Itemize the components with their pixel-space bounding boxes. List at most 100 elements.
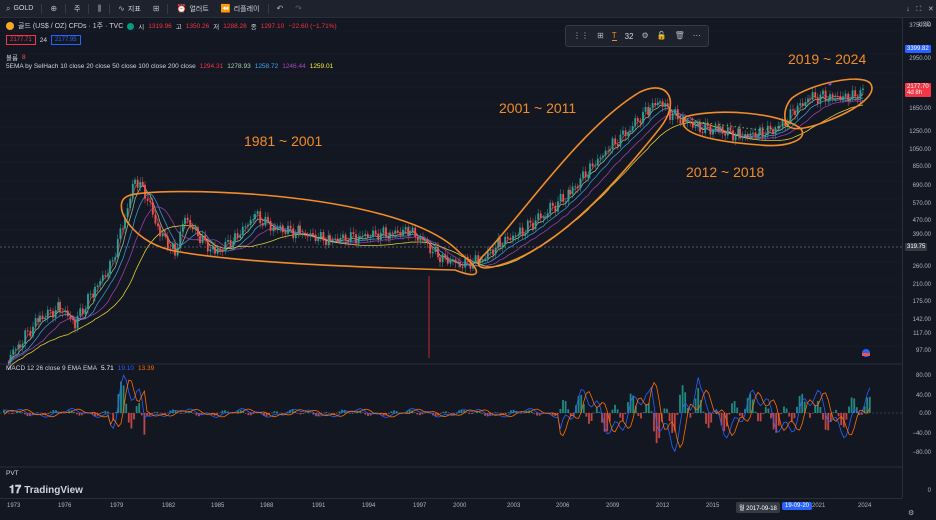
- arrow-down-icon[interactable]: ↓: [906, 6, 910, 13]
- price-chart[interactable]: [0, 18, 902, 498]
- candle-body: [759, 127, 761, 134]
- lock-icon[interactable]: 🔓: [656, 31, 667, 40]
- axis-settings[interactable]: ⚙: [908, 502, 914, 520]
- macd-bar: [484, 413, 486, 416]
- candle-body: [732, 130, 734, 141]
- pvt-legend[interactable]: PVT: [6, 470, 19, 477]
- close-icon[interactable]: ✕: [927, 6, 934, 13]
- tradingview-logo[interactable]: 𝟏𝟕 TradingView: [9, 484, 83, 497]
- candle-body: [847, 93, 850, 102]
- candle-body: [391, 232, 394, 234]
- annotation-2019-2024[interactable]: 2019 ~ 2024: [788, 51, 867, 67]
- candle-body: [344, 234, 347, 241]
- candle-body: [481, 259, 484, 261]
- interval-button[interactable]: 주: [68, 0, 86, 17]
- annotation-2012-2018[interactable]: 2012 ~ 2018: [686, 164, 765, 180]
- templates-button[interactable]: ⊞: [147, 0, 166, 17]
- candle-body: [636, 118, 639, 122]
- volume-legend[interactable]: 볼륨 8: [6, 52, 26, 63]
- candle-body: [524, 232, 527, 236]
- sema-value-1: 1294.31: [199, 63, 224, 70]
- macd-bar: [868, 396, 871, 413]
- bid-price[interactable]: 2177.71: [6, 35, 36, 45]
- macd-bar: [551, 413, 554, 416]
- candle-body: [551, 202, 554, 206]
- candle-body: [272, 227, 275, 231]
- candle-body: [129, 198, 132, 209]
- width-value[interactable]: 32: [624, 31, 634, 41]
- candle-body: [739, 128, 741, 139]
- candle-body: [591, 163, 594, 167]
- ohlc-low: 1288.28: [223, 22, 247, 30]
- time-axis[interactable]: 1973 1976 1979 1982 1985 1988 1991 1994 1997 2000…: [0, 498, 914, 517]
- annotation-2001-2011[interactable]: 2001 ~ 2011: [499, 100, 577, 116]
- macd-legend[interactable]: MACD 12 26 close 9 EMA EMA 5.71 19.10 13…: [6, 365, 154, 372]
- time-tick: 2015: [706, 503, 720, 509]
- fullscreen-icon[interactable]: ⛶: [916, 6, 922, 13]
- candle-body: [134, 179, 136, 184]
- macd-bar: [632, 395, 635, 413]
- annotation-1981-2001[interactable]: 1981 ~ 2001: [244, 133, 323, 149]
- undo-button[interactable]: ↶: [271, 0, 290, 17]
- candle-body: [834, 95, 837, 98]
- macd-bar: [744, 408, 746, 413]
- candle-body: [46, 309, 49, 319]
- macd-bar: [476, 411, 479, 413]
- time-tick: 1985: [211, 503, 225, 509]
- candle-body: [101, 275, 104, 281]
- currency-label[interactable]: USD: [918, 22, 931, 28]
- symbol-search-button[interactable]: ⌕ GOLD: [0, 0, 39, 17]
- macd-bar: [796, 406, 798, 413]
- candle-body: [842, 96, 844, 100]
- template-icon[interactable]: ⊞: [597, 31, 604, 40]
- candle-body: [671, 114, 674, 120]
- candle-body: [234, 233, 236, 242]
- replay-button[interactable]: ⏪ 리플레이: [215, 0, 266, 17]
- volume-value: 8: [21, 53, 26, 61]
- ohlc-change: −22.60 (−1.71%): [288, 22, 337, 30]
- candle-body: [94, 286, 96, 298]
- candle-body: [611, 138, 614, 150]
- ask-price[interactable]: 2177.95: [50, 35, 81, 45]
- candle-body: [116, 239, 119, 258]
- candle-body: [571, 186, 574, 195]
- alert-button[interactable]: ⏰ 얼러트: [170, 0, 214, 17]
- candle-body: [416, 236, 419, 241]
- macd-bar: [598, 411, 601, 413]
- candle-body: [512, 235, 514, 240]
- candle-body: [431, 251, 434, 254]
- drag-handle-icon[interactable]: ⋮⋮: [573, 31, 589, 40]
- macd-bar: [515, 411, 518, 413]
- trash-icon[interactable]: 🗑: [674, 31, 685, 40]
- redo-button[interactable]: ↷: [289, 0, 308, 17]
- macd-bar: [590, 413, 593, 421]
- candle-body: [734, 135, 737, 141]
- candle-body: [72, 319, 74, 321]
- candle-body: [509, 238, 512, 240]
- candle-body: [499, 238, 501, 247]
- macd-bar: [798, 395, 801, 413]
- symbol-legend[interactable]: 골드 (US$ / OZ) CFDs · 1주 · TVC 시 1319.96 …: [6, 21, 337, 31]
- macd-bar: [858, 413, 861, 416]
- candle-body: [219, 248, 222, 251]
- candle-body: [737, 128, 740, 136]
- indicators-button[interactable]: ∿ 지표: [112, 0, 147, 17]
- more-icon[interactable]: ⋯: [692, 31, 701, 40]
- macd-bar: [166, 412, 169, 414]
- ellipse-2019-2024: [784, 78, 873, 130]
- candle-body: [236, 233, 239, 238]
- text-color-icon[interactable]: T: [611, 30, 617, 41]
- time-tick: 1988: [260, 503, 274, 509]
- candle-body: [649, 107, 651, 115]
- candle-body: [654, 102, 657, 106]
- rewind-icon: ⏪: [220, 3, 231, 13]
- compare-symbol-button[interactable]: ⊕: [44, 0, 63, 17]
- candle-body: [49, 309, 52, 311]
- macd-bar: [419, 413, 421, 416]
- sema-legend[interactable]: 5EMA by SelHach 10 close 20 close 50 clo…: [6, 63, 333, 70]
- candle-body: [122, 228, 124, 230]
- macd-bar: [94, 413, 96, 417]
- price-axis[interactable]: ↓ ⛶ ✕ USD 3750.00 2950.00 1650.00 1250.00 10…: [902, 6, 936, 498]
- chart-type-button[interactable]: ⫼: [91, 0, 107, 17]
- settings-icon[interactable]: ⚙: [641, 31, 649, 40]
